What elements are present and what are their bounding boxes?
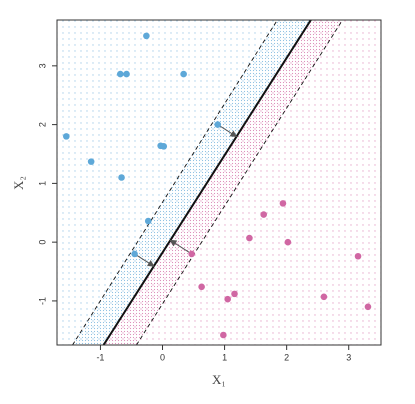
support-arrow (217, 124, 238, 138)
point (143, 32, 150, 40)
point (63, 133, 70, 140)
point (144, 217, 152, 225)
point (117, 70, 124, 78)
point (260, 211, 267, 218)
point (246, 234, 253, 242)
point (180, 70, 187, 78)
y-axis-label: X₂ (11, 176, 26, 190)
point (131, 250, 138, 258)
point (198, 283, 205, 291)
point (160, 143, 168, 150)
margin-line (72, 20, 278, 345)
y-tick-label: 1 (37, 181, 47, 186)
point (214, 121, 222, 128)
x-tick-label: 1 (222, 352, 227, 362)
background (57, 20, 381, 345)
point (320, 293, 328, 301)
support-arrow (134, 253, 155, 267)
point (87, 158, 95, 165)
x-tick-label: -1 (96, 352, 104, 362)
x-tick-label: 3 (346, 352, 351, 362)
x-tick-label: 0 (160, 352, 165, 362)
point (220, 331, 227, 339)
plot-frame (56, 19, 382, 346)
y-tick-label: 0 (37, 240, 47, 245)
point (354, 252, 362, 260)
x-axis-label: X₁ (212, 372, 226, 387)
margin-region (72, 20, 311, 345)
support-arrow (169, 239, 192, 255)
x-tick-label: 2 (284, 352, 289, 362)
point (188, 250, 195, 258)
point (224, 295, 231, 303)
point (118, 174, 125, 181)
point (279, 200, 287, 207)
margin-region (103, 20, 343, 345)
point (231, 290, 238, 298)
margin-line (136, 20, 343, 345)
point (364, 303, 372, 311)
point (123, 70, 130, 78)
y-tick-label: 3 (37, 63, 47, 68)
y-tick-label: 2 (37, 122, 47, 127)
hyperplane (102, 20, 312, 345)
point (284, 238, 292, 246)
y-tick-label: -1 (37, 297, 47, 305)
